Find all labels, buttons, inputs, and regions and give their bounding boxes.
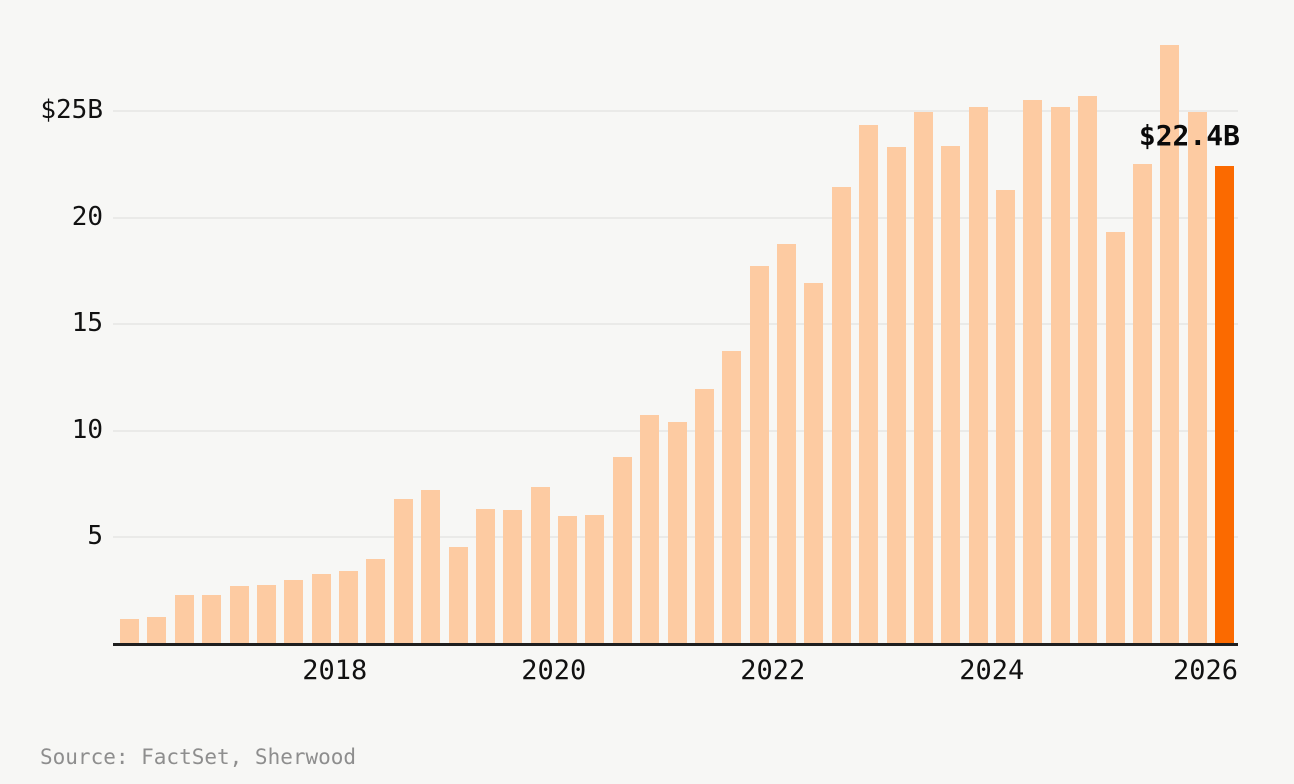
bar: [558, 516, 577, 643]
bar: [1078, 96, 1098, 643]
bar: [530, 487, 550, 643]
bar: [1023, 100, 1043, 643]
bar-highlighted: [1215, 166, 1234, 643]
bar: [777, 244, 796, 643]
bar: [913, 112, 933, 643]
bar: [722, 351, 742, 643]
bar: [1160, 45, 1180, 643]
bar: [1187, 112, 1207, 643]
bar: [968, 107, 988, 643]
bar: [640, 415, 660, 643]
x-tick-label: 2022: [740, 655, 806, 686]
bar: [804, 283, 824, 643]
bar: [694, 389, 714, 643]
bar: [174, 595, 194, 643]
bar: [941, 146, 961, 643]
bar: [1132, 164, 1152, 643]
bar: [503, 510, 523, 643]
y-tick-label: 20: [71, 202, 103, 232]
bar: [229, 586, 249, 643]
bar: [886, 147, 906, 643]
bar: [612, 457, 632, 643]
y-tick-label: 15: [71, 308, 103, 338]
y-tick-label: 10: [71, 415, 103, 445]
bar: [859, 125, 879, 643]
bar: [475, 509, 495, 643]
bar: [147, 617, 167, 643]
bar: [393, 499, 413, 643]
bar: [120, 619, 139, 643]
y-gridline: [113, 217, 1238, 219]
bar: [667, 422, 687, 643]
y-gridline: [113, 323, 1238, 325]
bar: [1050, 107, 1070, 643]
bar: [339, 571, 358, 643]
bar: [448, 547, 468, 643]
x-tick-label: 2020: [521, 655, 587, 686]
bar: [256, 585, 276, 643]
x-tick-label: 2026: [1172, 655, 1239, 686]
bar: [366, 559, 386, 643]
y-tick-label: 5: [87, 521, 103, 551]
bar: [1105, 232, 1125, 643]
bar: [749, 266, 769, 643]
x-axis-line: [113, 643, 1238, 646]
bar: [421, 490, 441, 643]
x-tick-label: 2018: [302, 655, 368, 686]
bar: [311, 574, 331, 643]
highlight-value-label: $22.4B: [1138, 119, 1240, 152]
source-note: Source: FactSet, Sherwood: [40, 745, 357, 769]
y-tick-label: $25B: [40, 95, 103, 125]
bar: [202, 595, 222, 643]
bar: [585, 515, 605, 643]
x-tick-label: 2024: [959, 655, 1025, 686]
bar: [996, 190, 1015, 643]
bar: [831, 187, 851, 643]
y-gridline: [113, 110, 1238, 112]
bar: [284, 580, 304, 643]
